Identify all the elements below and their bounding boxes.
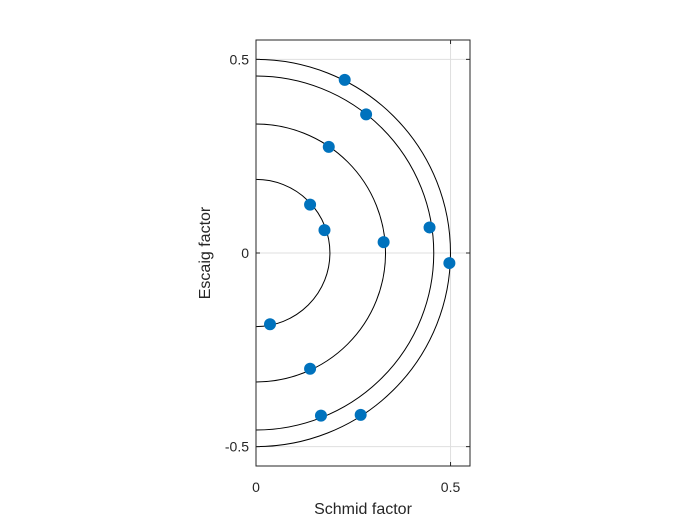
y-axis-label: Escaig factor [197, 206, 214, 299]
data-point-0-3 [304, 198, 317, 211]
x-tick-label-0: 0 [252, 479, 260, 495]
x-axis-label: Schmid factor [314, 501, 412, 518]
y-tick-label-0: -0.5 [225, 439, 249, 455]
y-tick-label-1: 0 [241, 245, 249, 261]
reference-arc-0 [255, 178, 331, 328]
data-point-0-2 [322, 140, 335, 153]
reference-arc-2 [255, 75, 434, 431]
data-point-0-1 [360, 108, 373, 121]
data-points [264, 73, 456, 422]
y-tick-label-2: 0.5 [230, 51, 250, 67]
data-point-0-7 [443, 257, 456, 270]
data-point-0-5 [377, 236, 390, 249]
data-point-0-9 [304, 362, 317, 375]
data-point-0-10 [314, 409, 327, 422]
data-point-0-0 [338, 73, 351, 86]
data-point-0-4 [318, 224, 331, 237]
data-point-0-6 [423, 221, 436, 234]
x-tick-label-1: 0.5 [441, 479, 461, 495]
axis-ticks: 0 0.5 -0.5 0 0.5 [225, 40, 470, 495]
data-point-0-8 [264, 318, 277, 331]
data-point-0-11 [354, 408, 367, 421]
